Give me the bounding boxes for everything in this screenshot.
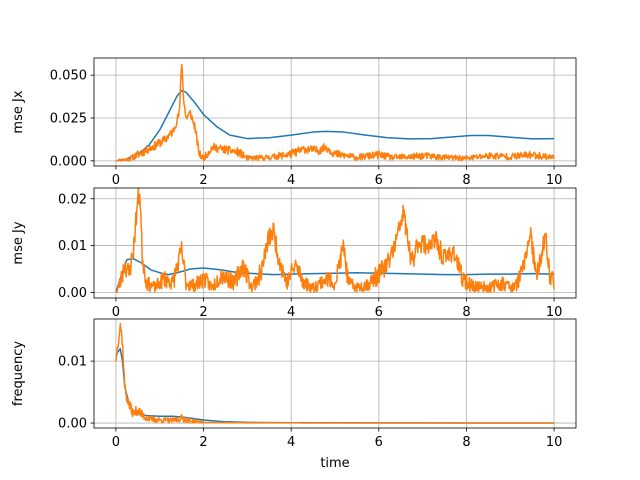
- x-tick-label: 8: [462, 435, 470, 450]
- y-axis-label: mse Jy: [11, 221, 26, 264]
- x-tick-label: 10: [546, 435, 563, 450]
- x-tick-label: 0: [112, 173, 120, 188]
- series-line-2: [115, 63, 555, 162]
- x-tick-label: 6: [375, 305, 383, 320]
- series-group: [115, 322, 555, 424]
- series-line-1: [115, 89, 555, 162]
- x-tick-label: 0: [112, 435, 120, 450]
- axes-frame: [93, 57, 577, 167]
- x-tick-label: 2: [199, 305, 207, 320]
- subplot-1: 0 2 4 6 8 10 0.000 0.025 0.050 mse Jx: [11, 57, 577, 188]
- x-tick-label: 2: [199, 435, 207, 450]
- series-line-2: [115, 322, 555, 424]
- y-tick-label: 0.025: [50, 112, 87, 127]
- x-tick-label: 0: [112, 305, 120, 320]
- series-line-2: [115, 188, 555, 294]
- y-tick-label: 0.01: [58, 355, 87, 370]
- y-tick-label: 0.00: [58, 417, 87, 432]
- y-tick-label: 0.000: [50, 154, 87, 169]
- x-tick-label: 8: [462, 173, 470, 188]
- y-axis-label: frequency: [11, 341, 26, 407]
- series-line-1: [115, 257, 555, 293]
- subplot-2: 0 2 4 6 8 10 0.00 0.01 0.02 mse Jy: [11, 187, 577, 320]
- y-axis-label: mse Jx: [11, 90, 26, 133]
- x-tick-label: 6: [375, 173, 383, 188]
- x-axis-label: time: [320, 456, 349, 471]
- y-tick-label: 0.050: [50, 69, 87, 84]
- series-group: [115, 63, 555, 162]
- x-tick-label: 10: [546, 173, 563, 188]
- axes-frame: [93, 318, 577, 429]
- x-tick-label: 8: [462, 305, 470, 320]
- series-group: [115, 188, 555, 294]
- y-tick-label: 0.02: [58, 192, 87, 207]
- x-tick-label: 4: [287, 173, 295, 188]
- axes-frame: [93, 187, 577, 299]
- y-tick-label: 0.00: [58, 286, 87, 301]
- x-tick-label: 6: [375, 435, 383, 450]
- subplot-3: 0 2 4 6 8 10 0.00 0.01 frequency time: [11, 318, 577, 471]
- y-tick-label: 0.01: [58, 239, 87, 254]
- x-tick-label: 4: [287, 305, 295, 320]
- x-tick-label: 2: [199, 173, 207, 188]
- x-tick-label: 10: [546, 305, 563, 320]
- x-tick-label: 4: [287, 435, 295, 450]
